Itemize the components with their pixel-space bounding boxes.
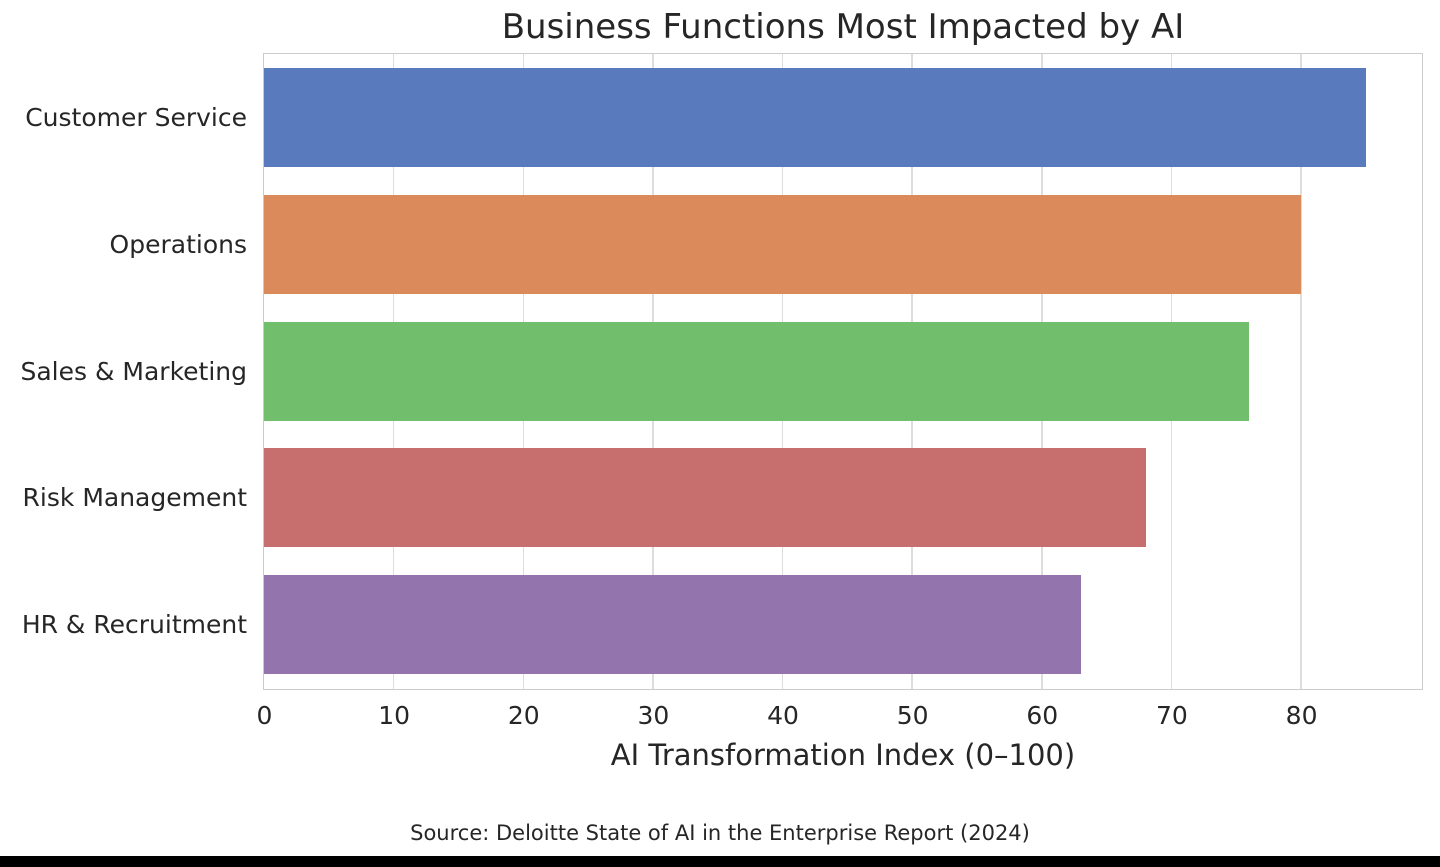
x-tick-label: 30 (637, 701, 670, 730)
x-tick-label: 70 (1156, 701, 1188, 730)
y-axis-labels: Customer Service Operations Sales & Market… (0, 53, 247, 690)
bar-operations (264, 195, 1301, 294)
x-tick-label: 20 (507, 701, 540, 730)
category-label: Risk Management (22, 483, 247, 512)
source-note: Source: Deloitte State of AI in the Ente… (410, 821, 1030, 845)
x-tick-label: 0 (256, 701, 273, 730)
x-tick-label: 60 (1026, 701, 1059, 730)
bar-sales-marketing (264, 322, 1249, 421)
x-tick-label: 80 (1285, 701, 1318, 730)
chart-title: Business Functions Most Impacted by AI (501, 7, 1185, 47)
x-tick-label: 40 (767, 701, 799, 730)
x-axis-ticks: 0 10 20 30 40 50 60 70 80 (257, 701, 1423, 733)
bar-hr-recruitment (264, 575, 1081, 674)
plot-area (263, 53, 1423, 690)
x-tick-label: 50 (896, 701, 929, 730)
category-label: HR & Recruitment (21, 610, 247, 639)
bar-risk-management (264, 448, 1146, 547)
bar-customer-service (264, 68, 1366, 167)
bottom-black-bar (0, 856, 1440, 867)
x-tick-label: 10 (378, 701, 411, 730)
x-axis-label: AI Transformation Index (0–100) (610, 738, 1076, 772)
category-label: Sales & Marketing (20, 357, 247, 386)
grid-line (1300, 54, 1302, 689)
category-label: Operations (109, 230, 247, 259)
category-label: Customer Service (25, 103, 247, 132)
